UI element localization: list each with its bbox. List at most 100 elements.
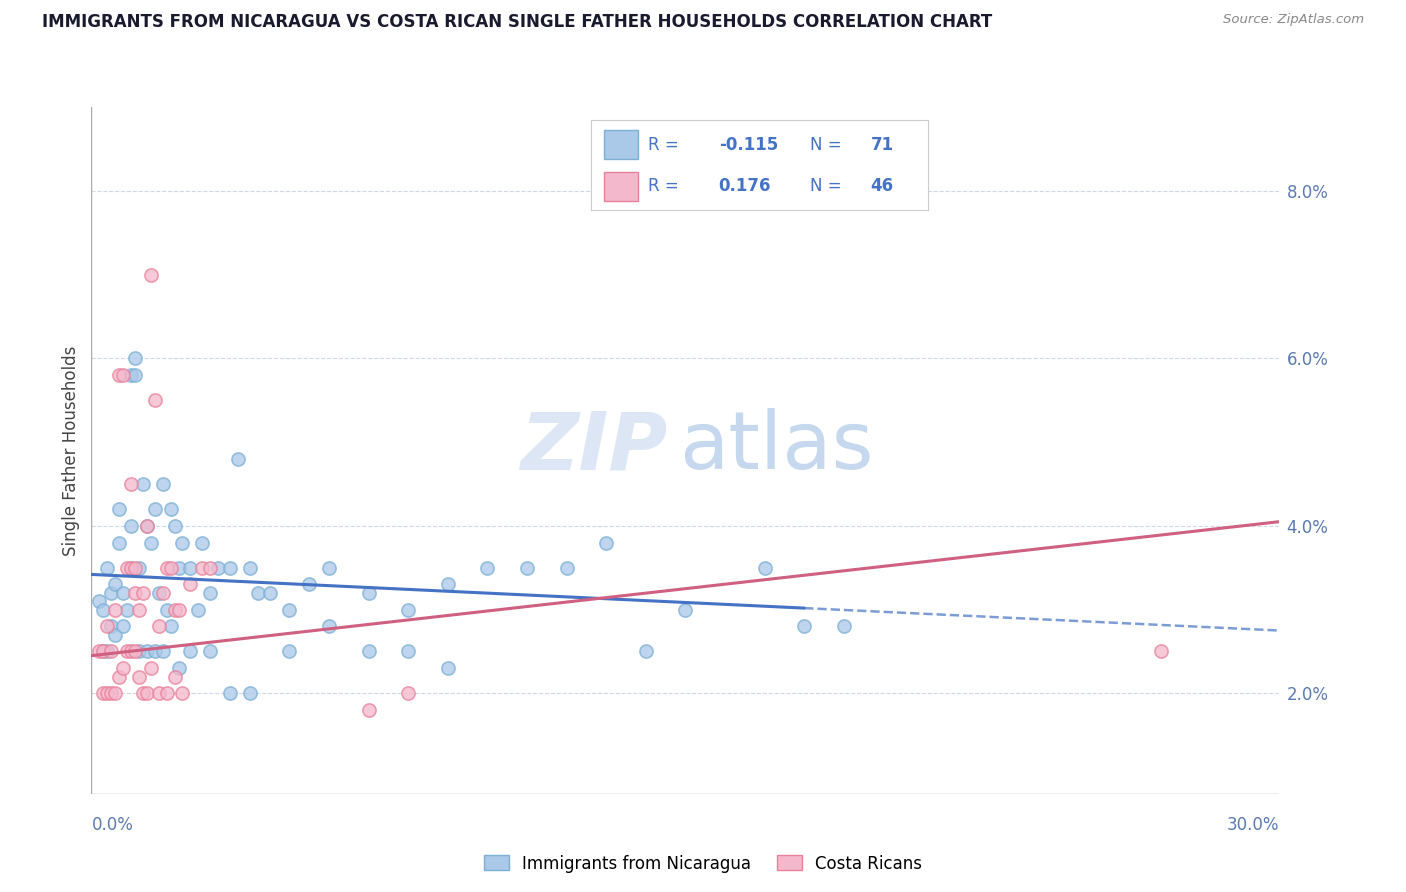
Point bbox=[139, 535, 162, 549]
Point bbox=[96, 644, 118, 658]
Point bbox=[132, 477, 155, 491]
Point bbox=[91, 602, 114, 616]
Point bbox=[115, 602, 138, 616]
Text: atlas: atlas bbox=[679, 408, 875, 486]
Point bbox=[516, 560, 538, 574]
Point bbox=[634, 644, 657, 658]
Point bbox=[120, 560, 142, 574]
Point bbox=[357, 586, 380, 600]
Point bbox=[673, 602, 696, 616]
Point bbox=[278, 602, 301, 616]
Point bbox=[318, 619, 340, 633]
Point bbox=[132, 586, 155, 600]
Point bbox=[100, 686, 122, 700]
Point bbox=[396, 602, 419, 616]
Point bbox=[91, 686, 114, 700]
Point bbox=[115, 644, 138, 658]
Point bbox=[239, 686, 262, 700]
Point bbox=[128, 560, 150, 574]
Point bbox=[246, 586, 269, 600]
Point bbox=[135, 519, 157, 533]
Point bbox=[104, 602, 127, 616]
Point bbox=[179, 577, 201, 591]
Text: N =: N = bbox=[810, 136, 841, 153]
Point bbox=[159, 619, 181, 633]
Point bbox=[112, 619, 135, 633]
Text: N =: N = bbox=[810, 178, 841, 195]
Point bbox=[832, 619, 855, 633]
Bar bbox=[605, 130, 638, 159]
Point bbox=[100, 586, 122, 600]
Point bbox=[172, 535, 194, 549]
Point bbox=[108, 535, 131, 549]
Text: 46: 46 bbox=[870, 178, 894, 195]
Point bbox=[396, 644, 419, 658]
Point bbox=[139, 268, 162, 282]
Point bbox=[89, 644, 111, 658]
Point bbox=[100, 644, 122, 658]
Point bbox=[124, 351, 146, 366]
Text: IMMIGRANTS FROM NICARAGUA VS COSTA RICAN SINGLE FATHER HOUSEHOLDS CORRELATION CH: IMMIGRANTS FROM NICARAGUA VS COSTA RICAN… bbox=[42, 13, 993, 31]
Text: R =: R = bbox=[648, 178, 679, 195]
Point bbox=[187, 602, 209, 616]
Point bbox=[239, 560, 262, 574]
Point bbox=[96, 560, 118, 574]
Point bbox=[120, 560, 142, 574]
Text: 0.176: 0.176 bbox=[718, 178, 772, 195]
Point bbox=[120, 644, 142, 658]
Point bbox=[754, 560, 776, 574]
Point bbox=[179, 644, 201, 658]
Point bbox=[104, 686, 127, 700]
Text: 0.0%: 0.0% bbox=[91, 816, 134, 834]
Point bbox=[96, 686, 118, 700]
Point bbox=[436, 577, 458, 591]
Point bbox=[120, 477, 142, 491]
Point bbox=[89, 594, 111, 608]
Point bbox=[198, 644, 221, 658]
Point bbox=[191, 560, 214, 574]
Y-axis label: Single Father Households: Single Father Households bbox=[62, 345, 80, 556]
Text: 71: 71 bbox=[870, 136, 894, 153]
Point bbox=[156, 560, 179, 574]
Point bbox=[108, 670, 131, 684]
Point bbox=[298, 577, 321, 591]
Point bbox=[91, 644, 114, 658]
Point bbox=[132, 686, 155, 700]
Point bbox=[152, 477, 174, 491]
Point bbox=[318, 560, 340, 574]
Point bbox=[104, 577, 127, 591]
Point bbox=[115, 560, 138, 574]
Point bbox=[226, 451, 249, 466]
Point bbox=[143, 502, 166, 516]
Point bbox=[477, 560, 499, 574]
Point bbox=[172, 686, 194, 700]
Point bbox=[278, 644, 301, 658]
Point bbox=[396, 686, 419, 700]
Text: ZIP: ZIP bbox=[520, 408, 668, 486]
Point bbox=[135, 686, 157, 700]
Point bbox=[124, 644, 146, 658]
Point bbox=[128, 670, 150, 684]
Point bbox=[156, 686, 179, 700]
Point bbox=[108, 502, 131, 516]
Text: R =: R = bbox=[648, 136, 679, 153]
Point bbox=[555, 560, 578, 574]
Bar bbox=[605, 172, 638, 201]
Point bbox=[167, 560, 190, 574]
Point bbox=[219, 686, 242, 700]
Point bbox=[191, 535, 214, 549]
Point bbox=[207, 560, 229, 574]
Text: Source: ZipAtlas.com: Source: ZipAtlas.com bbox=[1223, 13, 1364, 27]
Point bbox=[198, 586, 221, 600]
Point bbox=[128, 644, 150, 658]
Point bbox=[156, 602, 179, 616]
Point bbox=[91, 644, 114, 658]
Text: 30.0%: 30.0% bbox=[1227, 816, 1279, 834]
Point bbox=[112, 586, 135, 600]
Point bbox=[124, 368, 146, 382]
Point bbox=[139, 661, 162, 675]
Point bbox=[167, 602, 190, 616]
Point bbox=[148, 619, 170, 633]
Point bbox=[100, 619, 122, 633]
Legend: Immigrants from Nicaragua, Costa Ricans: Immigrants from Nicaragua, Costa Ricans bbox=[478, 848, 928, 880]
